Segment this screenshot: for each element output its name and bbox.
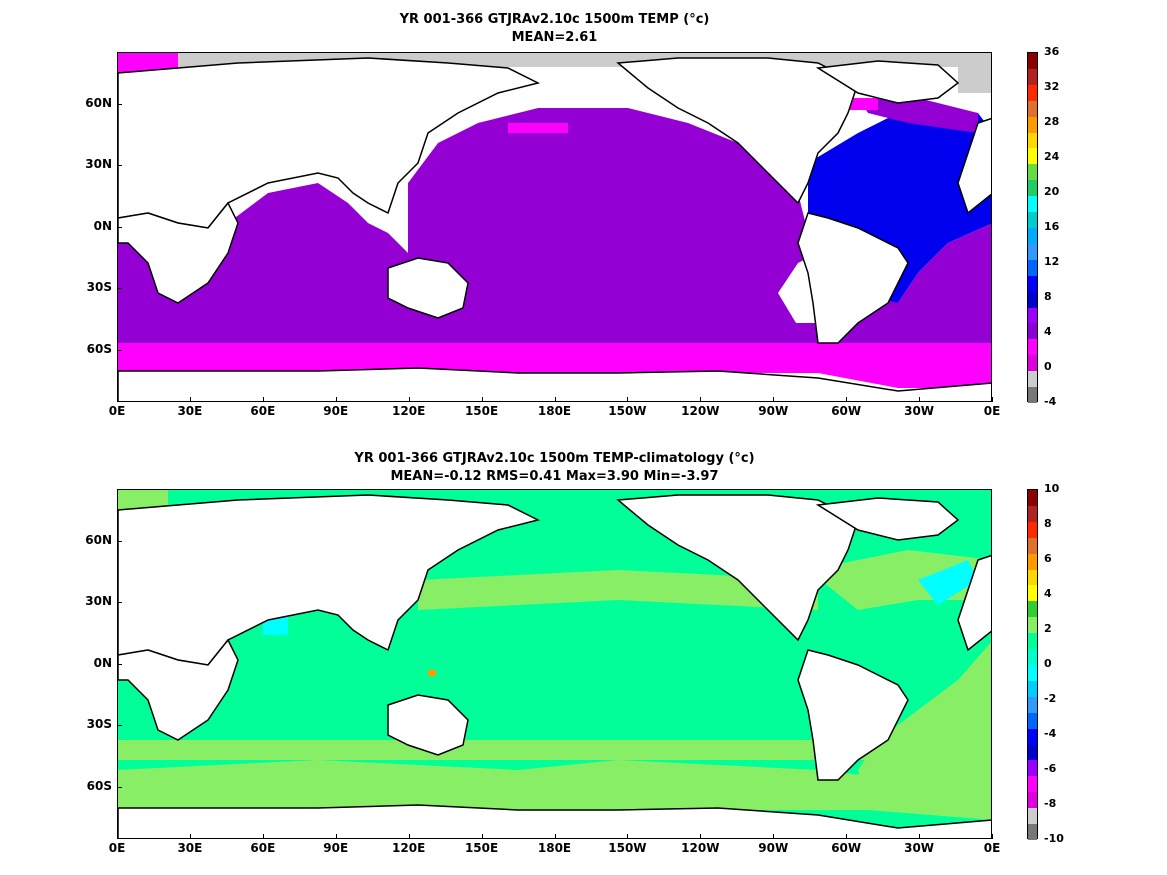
- panel2-ylabel-60s: 60S: [86, 779, 112, 793]
- panel2-colorbar-label: -2: [1044, 692, 1057, 705]
- panel2-colorbar-label: -8: [1044, 797, 1057, 810]
- panel1-colorbar-label: 12: [1044, 255, 1060, 268]
- panel1-colorbar-label: 4: [1044, 325, 1052, 338]
- panel2-colorbar-label: 0: [1044, 657, 1052, 670]
- panel2-xlabel-6: 180E: [537, 841, 572, 855]
- panel1-xlabel-4: 120E: [392, 404, 426, 418]
- panel1-xlabel-6: 180E: [537, 404, 572, 418]
- panel1-xlabel-2: 60E: [250, 404, 276, 418]
- panel2-ylabel-0n: 0N: [93, 656, 112, 670]
- panel2-xlabel-8: 120W: [681, 841, 720, 855]
- panel1-xlabel-5: 150E: [464, 404, 499, 418]
- panel1-xlabel-8: 120W: [681, 404, 720, 418]
- panel1-xlabel-11: 30W: [904, 404, 935, 418]
- panel1-ylabel-30s: 30S: [86, 280, 112, 294]
- panel2-colorbar-label: 10: [1044, 482, 1060, 495]
- panel2-xlabel-1: 30E: [177, 841, 203, 855]
- panel2-xlabel-5: 150E: [464, 841, 499, 855]
- panel2-ylabel-60n: 60N: [85, 533, 112, 547]
- panel2-colorbar-label: -4: [1044, 727, 1057, 740]
- panel1-title: YR 001-366 GTJRAv2.10c 1500m TEMP (°c): [399, 12, 710, 27]
- panel2-xlabel-12: 0E: [983, 841, 1001, 855]
- panel2-xlabel-10: 60W: [831, 841, 862, 855]
- panel2-xlabel-3: 90E: [323, 841, 349, 855]
- panel1-colorbar-label: 32: [1044, 80, 1060, 93]
- panel1-xlabel-9: 90W: [758, 404, 789, 418]
- panel1-ylabel-30n: 30N: [85, 157, 112, 171]
- panel1-xlabel-10: 60W: [831, 404, 862, 418]
- panel1-xlabel-7: 150W: [608, 404, 647, 418]
- panel2-colorbar-label: 2: [1044, 622, 1052, 635]
- panel1-colorbar-label: -4: [1044, 395, 1057, 408]
- panel1-colorbar-label: 8: [1044, 290, 1052, 303]
- panel2-xlabel-0: 0E: [108, 841, 126, 855]
- panel1-xlabel-0: 0E: [108, 404, 126, 418]
- panel1-colorbar-label: 16: [1044, 220, 1060, 233]
- panel2-xlabel-7: 150W: [608, 841, 647, 855]
- panel1-colorbar-label: 36: [1044, 45, 1060, 58]
- panel2-colorbar-label: 6: [1044, 552, 1052, 565]
- panel1-xlabel-1: 30E: [177, 404, 203, 418]
- panel2-colorbar-label: 8: [1044, 517, 1052, 530]
- panel2-colorbar-label: -10: [1044, 832, 1064, 845]
- panel1-colorbar-label: 24: [1044, 150, 1060, 163]
- panel1-ylabel-60s: 60S: [86, 342, 112, 356]
- panel1-colorbar-label: 20: [1044, 185, 1060, 198]
- panel1-map: [117, 52, 992, 402]
- panel2-map: [117, 489, 992, 839]
- panel1-xlabel-12: 0E: [983, 404, 1001, 418]
- panel1-colorbar-label: 0: [1044, 360, 1052, 373]
- panel2-xlabel-9: 90W: [758, 841, 789, 855]
- panel2-ylabel-30s: 30S: [86, 717, 112, 731]
- panel2-colorbar: [1027, 489, 1038, 840]
- panel2-ylabel-30n: 30N: [85, 594, 112, 608]
- panel1-ylabel-0n: 0N: [93, 219, 112, 233]
- panel1-ylabel-60n: 60N: [85, 96, 112, 110]
- panel2-title: YR 001-366 GTJRAv2.10c 1500m TEMP-climat…: [354, 451, 755, 466]
- panel2-colorbar-label: -6: [1044, 762, 1057, 775]
- panel1-colorbar-label: 28: [1044, 115, 1060, 128]
- panel2-colorbar-label: 4: [1044, 587, 1052, 600]
- panel1-subtitle: MEAN=2.61: [511, 30, 598, 45]
- panel2-xlabel-4: 120E: [392, 841, 426, 855]
- panel2-subtitle: MEAN=-0.12 RMS=0.41 Max=3.90 Min=-3.97: [390, 469, 719, 484]
- panel1-colorbar: [1027, 52, 1038, 403]
- panel1-xlabel-3: 90E: [323, 404, 349, 418]
- panel2-xlabel-2: 60E: [250, 841, 276, 855]
- panel2-xlabel-11: 30W: [904, 841, 935, 855]
